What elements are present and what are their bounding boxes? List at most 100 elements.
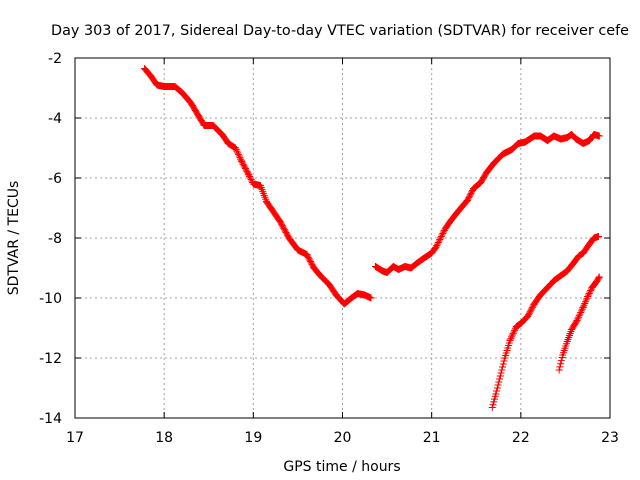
- data-point: [234, 149, 242, 157]
- data-point: [465, 194, 473, 202]
- x-tick-label: 20: [334, 430, 352, 446]
- data-point: [557, 357, 565, 365]
- y-tick-label: -6: [48, 171, 62, 187]
- data-point: [468, 188, 476, 196]
- data-point: [499, 363, 507, 371]
- data-point: [508, 331, 516, 339]
- data-point: [495, 378, 503, 386]
- data-point: [507, 334, 515, 342]
- data-point: [577, 308, 585, 316]
- data-point: [581, 298, 589, 306]
- y-tick-label: -12: [39, 351, 62, 367]
- data-point: [595, 273, 603, 281]
- data-point: [492, 390, 500, 398]
- data-point: [572, 318, 580, 326]
- data-point: [525, 309, 533, 317]
- y-tick-label: -8: [48, 231, 62, 247]
- x-tick-label: 23: [601, 430, 619, 446]
- chart-title: Day 303 of 2017, Sidereal Day-to-day VTE…: [51, 23, 629, 39]
- data-point: [435, 237, 443, 245]
- data-point: [466, 192, 474, 200]
- data-point: [574, 313, 582, 321]
- data-point: [595, 132, 603, 140]
- data-point: [463, 197, 471, 204]
- x-tick-label: 19: [244, 430, 262, 446]
- data-point: [525, 311, 533, 319]
- data-point: [528, 305, 536, 313]
- data-point: [508, 333, 516, 341]
- data-point: [511, 326, 519, 334]
- data-point: [246, 173, 254, 180]
- data-point: [234, 150, 242, 158]
- data-point: [493, 387, 501, 395]
- data-point: [577, 307, 585, 315]
- data-point: [500, 357, 508, 365]
- data-point: [496, 372, 504, 380]
- x-tick-label: 21: [423, 430, 441, 446]
- y-tick-label: -2: [48, 51, 62, 67]
- data-point: [594, 233, 602, 240]
- data-point: [579, 303, 587, 311]
- data-point: [436, 236, 444, 243]
- data-point: [434, 239, 442, 246]
- data-point: [464, 195, 472, 203]
- data-point: [437, 233, 445, 240]
- data-point: [232, 144, 239, 152]
- data-point: [232, 146, 240, 154]
- data-point: [528, 303, 536, 311]
- data-point: [524, 312, 532, 320]
- data-point: [440, 228, 448, 236]
- data-point: [526, 308, 534, 316]
- data-point: [573, 317, 581, 324]
- data-point: [432, 243, 440, 251]
- data-point: [584, 293, 592, 300]
- data-point: [527, 306, 535, 314]
- x-axis: 17 18 19 20 21 22 23: [66, 58, 619, 446]
- data-point: [496, 375, 504, 383]
- data-point: [584, 291, 592, 299]
- data-point: [494, 381, 502, 389]
- series-arc-2: [371, 131, 603, 276]
- y-tick-label: -14: [39, 411, 62, 427]
- series-arc-3: [488, 233, 602, 411]
- data-point: [493, 384, 501, 392]
- y-tick-label: -4: [48, 111, 62, 127]
- data-point: [557, 360, 565, 368]
- data-point: [556, 363, 564, 371]
- data-point: [438, 231, 446, 239]
- grid: [75, 58, 610, 418]
- data-point: [583, 294, 591, 302]
- data-point: [586, 288, 594, 296]
- data-point: [555, 366, 563, 374]
- data-point: [247, 176, 255, 183]
- x-axis-label: GPS time / hours: [283, 459, 400, 475]
- series-arc-4: [555, 273, 603, 374]
- data-point: [467, 189, 475, 197]
- data-point: [246, 174, 254, 182]
- data-point: [509, 330, 517, 338]
- data-point: [367, 294, 375, 302]
- data-point: [575, 312, 583, 320]
- data-point: [506, 336, 514, 344]
- data-point: [574, 315, 582, 323]
- data-point: [439, 230, 447, 237]
- data-point: [245, 171, 253, 179]
- data-points: [141, 65, 603, 411]
- data-point: [466, 191, 474, 199]
- x-tick-label: 17: [66, 430, 84, 446]
- data-point: [580, 301, 588, 309]
- data-point: [497, 369, 505, 377]
- data-point: [434, 240, 442, 248]
- data-point: [582, 296, 590, 304]
- data-point: [576, 310, 584, 318]
- data-point: [581, 300, 589, 307]
- data-point: [585, 290, 593, 297]
- data-point: [587, 287, 595, 294]
- data-point: [437, 234, 445, 242]
- y-axis: -14 -12 -10 -8 -6 -4 -2: [39, 51, 610, 427]
- data-point: [233, 147, 241, 155]
- data-point: [510, 328, 518, 336]
- data-point: [498, 366, 506, 374]
- data-point: [433, 242, 441, 249]
